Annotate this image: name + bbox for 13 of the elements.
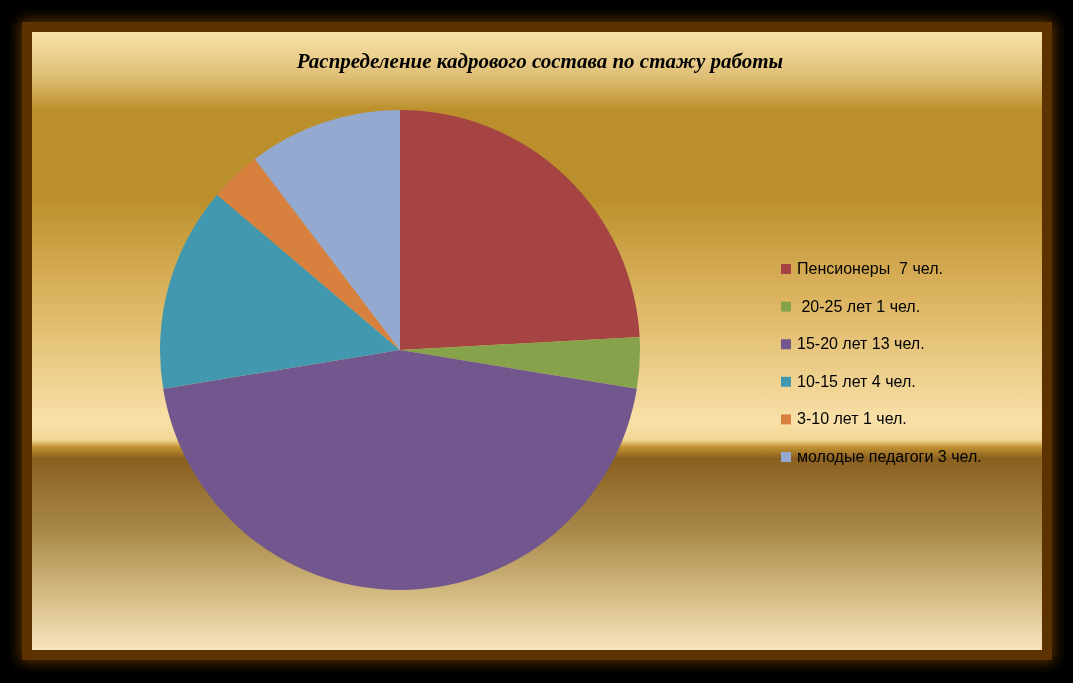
legend-label: 15-20 лет 13 чел. [797, 335, 925, 353]
legend-label: 3-10 лет 1 чел. [797, 410, 907, 428]
pie-slice [163, 350, 637, 590]
pie-slice [160, 194, 400, 389]
pie-slice [254, 110, 400, 350]
pie-slice [400, 337, 640, 389]
pie-slice [400, 110, 640, 350]
legend-label: молодые педагоги 3 чел. [797, 448, 982, 465]
pie-slice [217, 158, 400, 350]
legend-label: 20-25 лет 1 чел. [797, 297, 921, 315]
legend-label: 10-15 лет 4 чел. [797, 372, 916, 390]
chart-title: Распределение кадрового состава по стажу работы [295, 49, 784, 73]
legend-label: Пенсионеры 7 чел. [797, 260, 943, 277]
